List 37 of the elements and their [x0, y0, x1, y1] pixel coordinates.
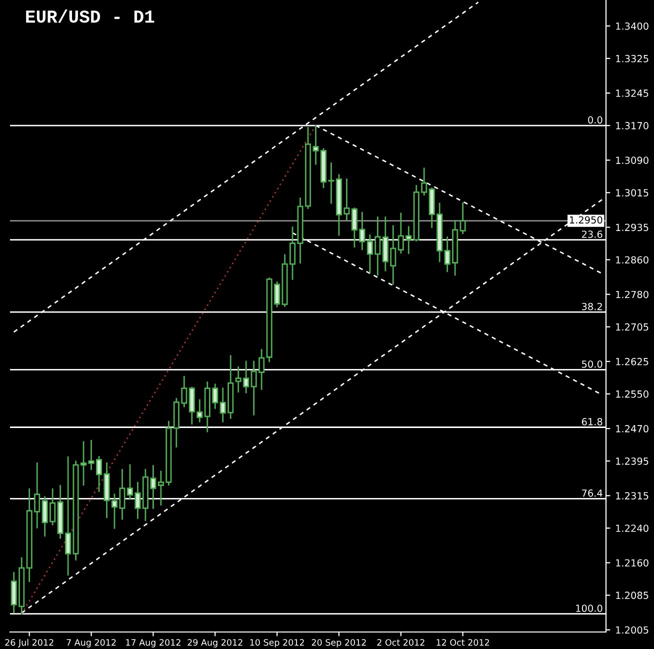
- y-tick-label: 1.2705: [616, 323, 648, 331]
- annotation: 100.0: [576, 604, 602, 612]
- annotation: 50.0: [582, 360, 602, 368]
- y-tick-label: 1.2160: [616, 559, 648, 567]
- annotation: 23.6: [582, 230, 602, 238]
- x-tick-label: 17 Aug 2012: [126, 639, 180, 648]
- y-tick-label: 1.2780: [616, 290, 648, 298]
- y-tick-label: 1.2550: [616, 390, 648, 398]
- x-tick-label: 26 Jul 2012: [5, 638, 54, 648]
- y-tick-label: 1.3400: [616, 22, 648, 30]
- y-tick-label: 1.2240: [616, 524, 648, 532]
- y-tick-label: 1.2315: [616, 492, 648, 500]
- chart-title: EUR/USD - D1: [26, 9, 154, 23]
- x-tick-label: 2 Oct 2012: [377, 639, 424, 646]
- y-tick-label: 1.2395: [616, 457, 648, 465]
- x-tick-label: 20 Sep 2012: [312, 639, 366, 648]
- annotation: 38.2: [582, 302, 602, 310]
- y-tick-label: 1.2470: [616, 425, 648, 432]
- y-tick-label: 1.3245: [616, 90, 648, 97]
- y-tick-label: 1.2935: [616, 224, 648, 232]
- y-tick-label: 1.2625: [616, 358, 648, 366]
- candlestick: [460, 202, 466, 234]
- y-tick-label: 1.2860: [616, 256, 648, 264]
- annotation: 61.8: [582, 418, 602, 426]
- ref-line-label: 1.2950: [570, 216, 602, 224]
- y-tick-label: 1.3090: [616, 156, 648, 164]
- y-tick-label: 1.2085: [616, 592, 648, 600]
- x-tick-label: 10 Sep 2012: [250, 639, 304, 648]
- x-tick-label: 7 Aug 2012: [66, 639, 116, 648]
- annotation: 0.0: [588, 116, 602, 124]
- annotation: 76.4: [582, 489, 602, 497]
- x-tick-label: 12 Oct 2012: [436, 639, 489, 646]
- y-tick-label: 1.2005: [616, 626, 648, 634]
- y-tick-label: 1.3015: [616, 189, 648, 196]
- y-tick-label: 1.3325: [616, 54, 648, 62]
- y-tick-label: 1.3170: [616, 122, 648, 130]
- x-tick-label: 29 Aug 2012: [188, 639, 242, 648]
